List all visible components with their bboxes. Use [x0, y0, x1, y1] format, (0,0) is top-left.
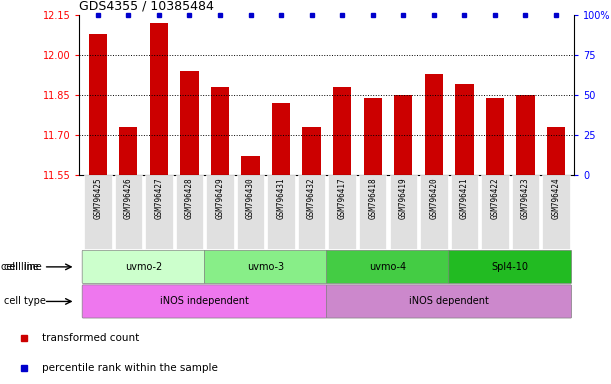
Bar [272, 103, 290, 175]
FancyBboxPatch shape [84, 175, 112, 249]
FancyBboxPatch shape [82, 285, 327, 318]
Bar [547, 127, 565, 175]
FancyBboxPatch shape [329, 175, 356, 249]
Text: GSM796427: GSM796427 [155, 177, 163, 218]
FancyBboxPatch shape [176, 175, 203, 249]
FancyBboxPatch shape [420, 175, 447, 249]
Text: GSM796430: GSM796430 [246, 177, 255, 218]
FancyBboxPatch shape [204, 250, 327, 283]
FancyBboxPatch shape [206, 175, 233, 249]
Text: GSM796419: GSM796419 [399, 177, 408, 218]
Bar [333, 87, 351, 175]
FancyBboxPatch shape [298, 175, 326, 249]
Text: GSM796429: GSM796429 [216, 177, 224, 218]
Text: GSM796432: GSM796432 [307, 177, 316, 218]
Text: GSM796431: GSM796431 [277, 177, 285, 218]
Text: Spl4-10: Spl4-10 [492, 262, 529, 272]
Bar [211, 87, 229, 175]
FancyBboxPatch shape [450, 175, 478, 249]
FancyBboxPatch shape [115, 175, 142, 249]
Text: GSM796421: GSM796421 [460, 177, 469, 218]
Bar [119, 127, 137, 175]
Text: cell line: cell line [4, 262, 42, 272]
Text: GSM796424: GSM796424 [552, 177, 560, 218]
Text: GSM796426: GSM796426 [124, 177, 133, 218]
Text: GSM796425: GSM796425 [93, 177, 102, 218]
Bar [180, 71, 199, 175]
Text: GSM796420: GSM796420 [430, 177, 438, 218]
Text: GDS4355 / 10385484: GDS4355 / 10385484 [79, 0, 214, 13]
Bar [364, 98, 382, 175]
FancyBboxPatch shape [390, 175, 417, 249]
Bar [394, 95, 412, 175]
Text: iNOS independent: iNOS independent [160, 296, 249, 306]
FancyBboxPatch shape [82, 250, 205, 283]
FancyBboxPatch shape [481, 175, 508, 249]
Bar [516, 95, 535, 175]
Bar [455, 84, 474, 175]
Bar [302, 127, 321, 175]
Bar [89, 34, 107, 175]
Text: uvmo-4: uvmo-4 [370, 262, 406, 272]
FancyBboxPatch shape [512, 175, 540, 249]
Text: GSM796428: GSM796428 [185, 177, 194, 218]
Text: transformed count: transformed count [42, 333, 140, 343]
Text: GSM796417: GSM796417 [338, 177, 346, 218]
Text: uvmo-2: uvmo-2 [125, 262, 162, 272]
Text: iNOS dependent: iNOS dependent [409, 296, 489, 306]
Text: cell type: cell type [4, 296, 46, 306]
Text: GSM796418: GSM796418 [368, 177, 377, 218]
FancyBboxPatch shape [268, 175, 295, 249]
FancyBboxPatch shape [359, 175, 386, 249]
Text: cell line: cell line [1, 262, 39, 272]
Bar [425, 74, 443, 175]
Bar [241, 156, 260, 175]
FancyBboxPatch shape [326, 250, 449, 283]
FancyBboxPatch shape [145, 175, 173, 249]
Text: percentile rank within the sample: percentile rank within the sample [42, 362, 218, 373]
FancyBboxPatch shape [237, 175, 264, 249]
Text: GSM796422: GSM796422 [491, 177, 499, 218]
Bar [486, 98, 504, 175]
Text: uvmo-3: uvmo-3 [247, 262, 284, 272]
Bar [150, 23, 168, 175]
FancyBboxPatch shape [326, 285, 571, 318]
FancyBboxPatch shape [543, 175, 570, 249]
Text: GSM796423: GSM796423 [521, 177, 530, 218]
FancyBboxPatch shape [448, 250, 572, 283]
